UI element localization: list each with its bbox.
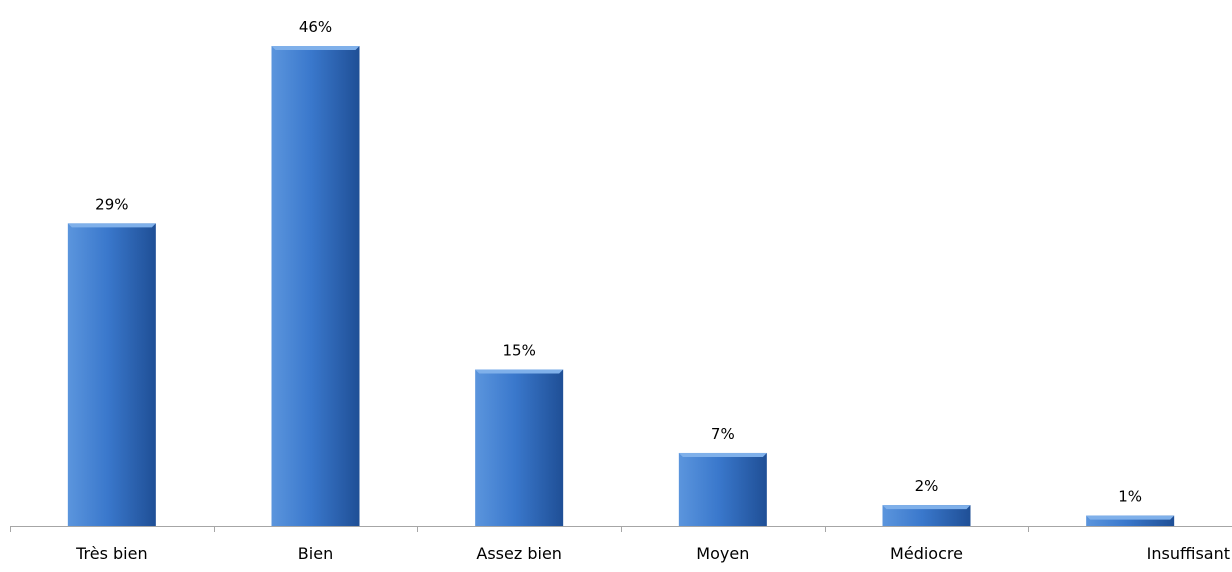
bar-top-bevel	[1086, 515, 1175, 520]
data-label: 29%	[95, 195, 128, 213]
bar-1	[67, 223, 156, 527]
x-tick-label: Assez bien	[476, 544, 562, 563]
bar-top-bevel	[67, 223, 156, 228]
bar-top-bevel	[475, 369, 564, 374]
bar-5	[882, 505, 971, 526]
bar-rect	[475, 369, 564, 526]
bar-top-bevel	[882, 505, 971, 510]
bar-6	[1086, 515, 1175, 526]
bar-3	[475, 369, 564, 526]
x-tick-label: Très bien	[75, 544, 148, 563]
bar-rect	[678, 452, 767, 526]
x-axis	[10, 526, 1232, 532]
data-label: 1%	[1118, 488, 1142, 506]
bar-top-bevel	[678, 452, 767, 457]
bar-top-bevel	[271, 46, 360, 50]
bar-2	[271, 46, 360, 526]
x-tick-label: Insuffisant	[1147, 544, 1230, 563]
x-tick-labels: Très bien Bien Assez bien Moyen Médiocre Insu…	[75, 544, 1230, 563]
bar-rect	[882, 505, 971, 526]
data-label: 46%	[299, 18, 332, 36]
x-tick-label: Moyen	[696, 544, 749, 563]
data-label: 15%	[502, 341, 535, 359]
bars-layer	[67, 46, 1175, 527]
data-label: 7%	[711, 425, 735, 443]
bar-rect	[271, 46, 360, 526]
bar-4	[678, 452, 767, 526]
data-labels-layer: 29% 46% 15% 7% 2% 1%	[95, 18, 1142, 506]
x-tick-label: Bien	[298, 544, 333, 563]
bar-rect	[1086, 515, 1175, 526]
x-tick-label: Médiocre	[890, 544, 963, 563]
data-label: 2%	[915, 477, 939, 495]
bar-rect	[67, 223, 156, 527]
